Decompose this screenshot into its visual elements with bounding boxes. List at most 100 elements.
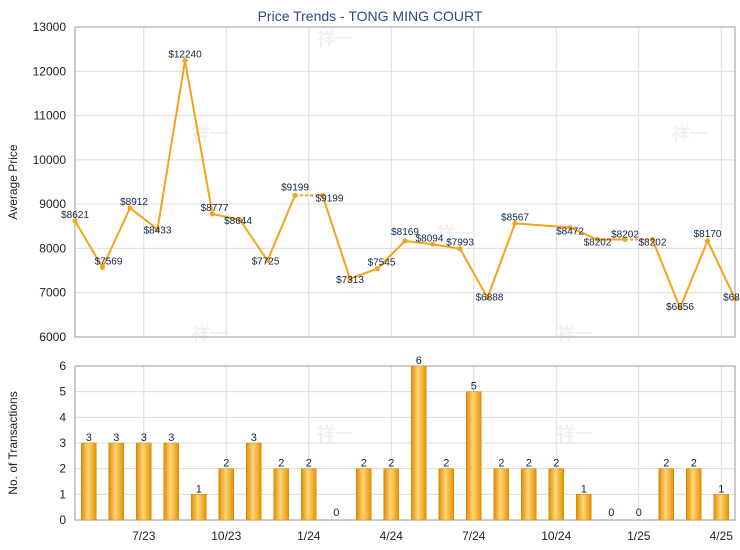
price-panel: 6000 7000 8000 9000 10000 11000 12000 13000 Aver… <box>6 20 740 344</box>
line-segment <box>404 239 433 246</box>
y-tick-label: 1 <box>59 487 66 501</box>
bar-label: 2 <box>443 458 449 470</box>
data-label: $7725 <box>252 257 280 268</box>
data-point <box>732 296 738 302</box>
data-label: $8644 <box>224 216 252 227</box>
data-point <box>705 238 710 244</box>
data-point <box>237 217 243 223</box>
bar-label: 0 <box>608 507 614 519</box>
data-label: $12240 <box>168 50 202 61</box>
bar <box>246 442 262 521</box>
bar-label: 3 <box>141 432 147 444</box>
data-point <box>622 236 628 242</box>
data-point <box>650 236 655 242</box>
y-axis-title: Average Price <box>6 144 20 219</box>
plot-frame <box>74 26 736 338</box>
data-label: $8472 <box>556 227 584 238</box>
data-point <box>567 225 573 231</box>
y-tick-label: 3 <box>59 436 66 450</box>
bar-label: 1 <box>718 483 724 495</box>
watermark: 祥一 <box>557 323 593 345</box>
y-tick-label: 11000 <box>34 109 67 123</box>
bar <box>438 468 454 521</box>
data-point <box>182 58 188 64</box>
data-point <box>375 266 380 272</box>
bar-label: 0 <box>636 507 642 519</box>
data-point <box>320 192 325 198</box>
data-point <box>155 226 160 232</box>
bar-label: 2 <box>223 458 229 470</box>
data-point <box>485 295 490 301</box>
data-label: $7313 <box>336 275 364 286</box>
data-label: $8567 <box>501 212 529 223</box>
watermark: 祥一 <box>672 123 708 145</box>
bar <box>466 391 482 521</box>
y-tick-label: 7000 <box>39 286 66 300</box>
data-point <box>512 220 518 226</box>
bar <box>81 442 97 521</box>
bar-label: 5 <box>471 381 477 393</box>
x-tick-label: 10/23 <box>211 529 241 543</box>
plot-frame <box>74 365 736 521</box>
bar-label: 2 <box>663 458 669 470</box>
data-point <box>72 218 78 224</box>
bar-label: 2 <box>691 458 697 470</box>
y-tick-label: 4 <box>59 410 66 424</box>
y-tick-label: 8000 <box>39 241 66 255</box>
bar <box>521 468 537 521</box>
line-segment <box>432 243 461 250</box>
data-label: $7993 <box>446 238 474 249</box>
y-tick-label: 0 <box>59 513 66 527</box>
data-label: $8777 <box>201 203 229 214</box>
bar <box>273 468 289 521</box>
line-segment <box>74 220 104 269</box>
bar-label: 2 <box>361 458 367 470</box>
bar <box>411 365 427 521</box>
data-point <box>402 238 408 244</box>
line-segment <box>266 194 296 261</box>
line-segment <box>239 219 269 262</box>
line-segment <box>706 240 736 300</box>
data-label: $8170 <box>694 229 722 240</box>
x-tick-label: 1/25 <box>627 529 651 543</box>
line-segment <box>101 207 131 268</box>
data-label: $8202 <box>639 237 667 248</box>
line-segment <box>679 240 709 309</box>
bar-label: 3 <box>251 432 257 444</box>
bar-label: 1 <box>196 483 202 495</box>
bar <box>548 468 564 521</box>
line-segment <box>156 60 186 230</box>
transactions-panel: 0 1 2 3 4 5 6 7/23 10/23 1/24 4/24 7/24 10/24 1/25 4/2… <box>6 355 736 543</box>
y-tick-label: 13000 <box>33 20 67 34</box>
line-segment <box>184 60 214 215</box>
chart-title: Price Trends - TONG MING COURT <box>258 8 483 24</box>
data-label: $6865 <box>723 293 740 304</box>
y-tick-label: 5 <box>59 385 66 399</box>
data-point <box>347 276 353 282</box>
line-segment <box>129 207 159 231</box>
line-segment <box>569 226 598 241</box>
bar-label: 1 <box>581 483 587 495</box>
watermark: 祥一 <box>192 323 228 345</box>
y-tick-label: 9000 <box>39 197 66 211</box>
data-point <box>677 305 683 311</box>
y-tick-label: 10000 <box>33 153 67 167</box>
bar <box>218 468 234 521</box>
data-label: $7545 <box>368 258 396 269</box>
bar <box>686 468 702 521</box>
data-label: $9199 <box>316 193 344 204</box>
data-point <box>100 265 105 271</box>
bar-label: 3 <box>86 432 92 444</box>
bar <box>493 468 509 521</box>
line-segment <box>514 222 571 229</box>
bar-label: 6 <box>416 355 422 367</box>
watermark: 祥一 <box>317 423 353 445</box>
x-tick-label: 7/23 <box>132 529 156 543</box>
bar <box>191 494 207 521</box>
bar <box>163 442 179 521</box>
bar-label: 2 <box>278 458 284 470</box>
data-label: $8433 <box>144 225 172 236</box>
bar-label: 2 <box>306 458 312 470</box>
data-point <box>127 205 133 211</box>
